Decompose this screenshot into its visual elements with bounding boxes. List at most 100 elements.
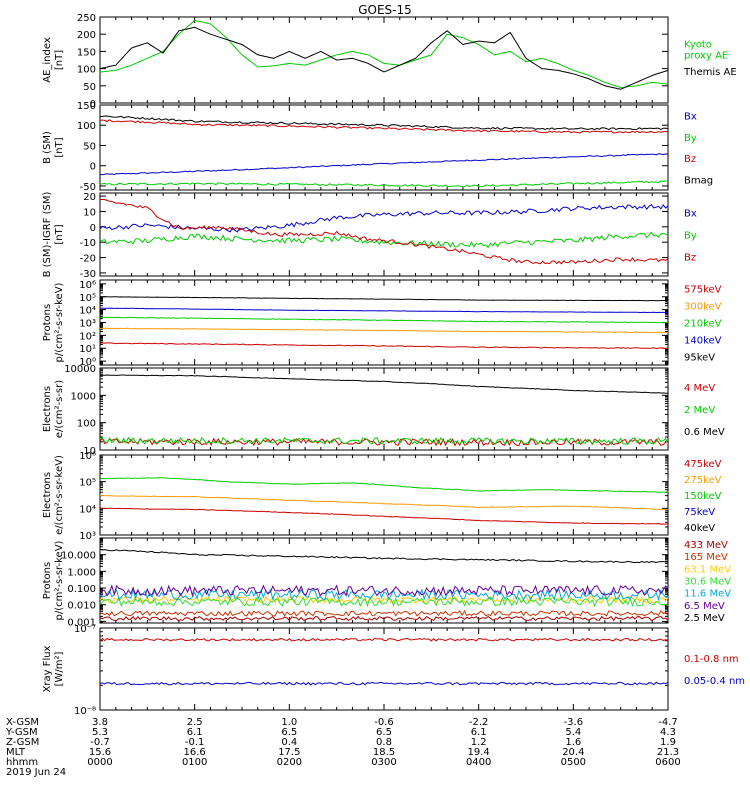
footer-cell: 3.8 xyxy=(92,717,108,728)
y-axis-label: e/(cm²-s-sr-keV) xyxy=(54,455,65,535)
footer-cell: 0100 xyxy=(182,757,207,768)
y-tick-label: 10³ xyxy=(79,319,96,330)
y-tick-label: 100 xyxy=(77,121,96,132)
legend-entry: 11.6 MeV xyxy=(684,589,731,600)
y-axis-label: AE_index xyxy=(42,37,53,83)
y-tick-label: 10⁶ xyxy=(79,451,96,462)
y-tick-label: 10.000 xyxy=(61,551,96,562)
series-line xyxy=(100,342,668,350)
legend-entry: Bmag xyxy=(684,175,713,186)
series-line xyxy=(100,615,668,622)
y-tick-label: -50 xyxy=(80,182,96,193)
y-tick-label: 20 xyxy=(83,192,96,203)
footer-cell: -2.2 xyxy=(469,717,489,728)
series-line xyxy=(100,231,668,249)
legend-entry: 95keV xyxy=(684,353,715,364)
legend-entry: proxy AE xyxy=(684,51,728,62)
series-line xyxy=(100,296,668,302)
legend-entry: 63.1 MeV xyxy=(684,564,731,575)
footer-cell: -4.7 xyxy=(658,717,678,728)
y-axis-label: B (SM)-IGRF (SM) xyxy=(42,192,53,278)
footer-cell: 6.5 xyxy=(281,727,297,738)
footer-cell: 6.5 xyxy=(376,727,392,738)
footer-cell: 0000 xyxy=(87,757,112,768)
footer-cell: 0200 xyxy=(277,757,302,768)
y-tick-label: 10⁵ xyxy=(79,478,96,489)
series-line xyxy=(100,374,668,394)
footer-cell: 0300 xyxy=(371,757,396,768)
legend-entry: 165 MeV xyxy=(684,552,728,563)
footer-row-label: Z-GSM xyxy=(6,737,39,748)
y-tick-label: 10⁻⁸ xyxy=(74,706,96,717)
y-tick-label: 10² xyxy=(79,331,96,342)
legend-entry: 475keV xyxy=(684,459,722,470)
y-axis-label: Xray Flux xyxy=(42,645,53,692)
legend-entry: 2 MeV xyxy=(684,405,715,416)
panel-frame xyxy=(99,537,669,624)
footer-cell: 5.3 xyxy=(92,727,108,738)
series-line xyxy=(100,307,668,314)
footer-cell: 15.6 xyxy=(89,747,111,758)
series-line xyxy=(100,153,668,176)
legend-entry: 275keV xyxy=(684,475,722,486)
footer-cell: 2.5 xyxy=(187,717,203,728)
legend-entry: 6.5 MeV xyxy=(684,601,725,612)
legend-entry: 2.5 MeV xyxy=(684,613,725,624)
y-axis-label: [nT] xyxy=(54,137,65,157)
legend-entry: By xyxy=(684,231,697,242)
footer-cell: 20.4 xyxy=(562,747,584,758)
y-tick-label: 50 xyxy=(83,82,96,93)
legend-entry: Bx xyxy=(684,112,697,123)
chart-title: GOES-15 xyxy=(358,3,412,17)
legend-entry: 75keV xyxy=(684,507,715,518)
series-line xyxy=(100,681,668,686)
series-line xyxy=(100,494,668,511)
legend-entry: 300keV xyxy=(684,302,722,313)
panel-frame xyxy=(99,192,669,277)
y-tick-label: 10⁰ xyxy=(79,357,96,368)
legend-entry: Bz xyxy=(684,154,696,165)
series-line xyxy=(100,115,668,131)
series-line xyxy=(100,19,668,89)
legend-entry: 4 MeV xyxy=(684,383,715,394)
series-line xyxy=(100,596,668,608)
footer-cell: 6.1 xyxy=(471,727,487,738)
series-line xyxy=(100,587,668,602)
series-line xyxy=(100,609,668,617)
series-line xyxy=(100,327,668,334)
series-line xyxy=(100,507,668,525)
legend-entry: Bz xyxy=(684,253,696,264)
legend-entry: 575keV xyxy=(684,285,722,296)
panel-frame xyxy=(99,367,669,451)
y-tick-label: 10⁶ xyxy=(79,280,96,291)
y-tick-label: 0.100 xyxy=(67,584,96,595)
y-tick-label: 10⁴ xyxy=(79,306,96,317)
y-tick-label: 10¹ xyxy=(79,344,96,355)
panel-7: 0.001 0.010 0.100 1.000 10.000 Protons p/(cm²-… xyxy=(42,537,731,628)
footer-cell: 4.3 xyxy=(660,727,676,738)
y-tick-label: 1000 xyxy=(71,391,96,402)
series-line xyxy=(100,548,668,564)
footer-cell: 5.4 xyxy=(565,727,581,738)
y-tick-label: -20 xyxy=(80,254,96,265)
series-line xyxy=(100,26,668,90)
legend-entry: 210keV xyxy=(684,319,722,330)
y-tick-label: 10⁵ xyxy=(79,293,96,304)
footer-cell: -0.1 xyxy=(185,737,205,748)
y-axis-label: B (SM) xyxy=(42,131,53,164)
footer-row-label: Y-GSM xyxy=(5,727,38,738)
y-tick-label: 150 xyxy=(77,101,96,112)
footer-cell: 0400 xyxy=(466,757,491,768)
series-line xyxy=(100,436,668,446)
panel-3: -30 -20 -10 0 10 20 B (SM)-IGRF (SM) [nT] Bx By Bz xyxy=(42,192,697,280)
series-line xyxy=(100,584,668,597)
y-tick-label: 50 xyxy=(83,141,96,152)
y-axis-label: Electrons xyxy=(42,386,53,432)
y-tick-label: 150 xyxy=(77,47,96,58)
series-line xyxy=(100,199,668,265)
y-tick-label: 0.001 xyxy=(67,617,96,628)
y-axis-label: Protons xyxy=(42,304,53,341)
